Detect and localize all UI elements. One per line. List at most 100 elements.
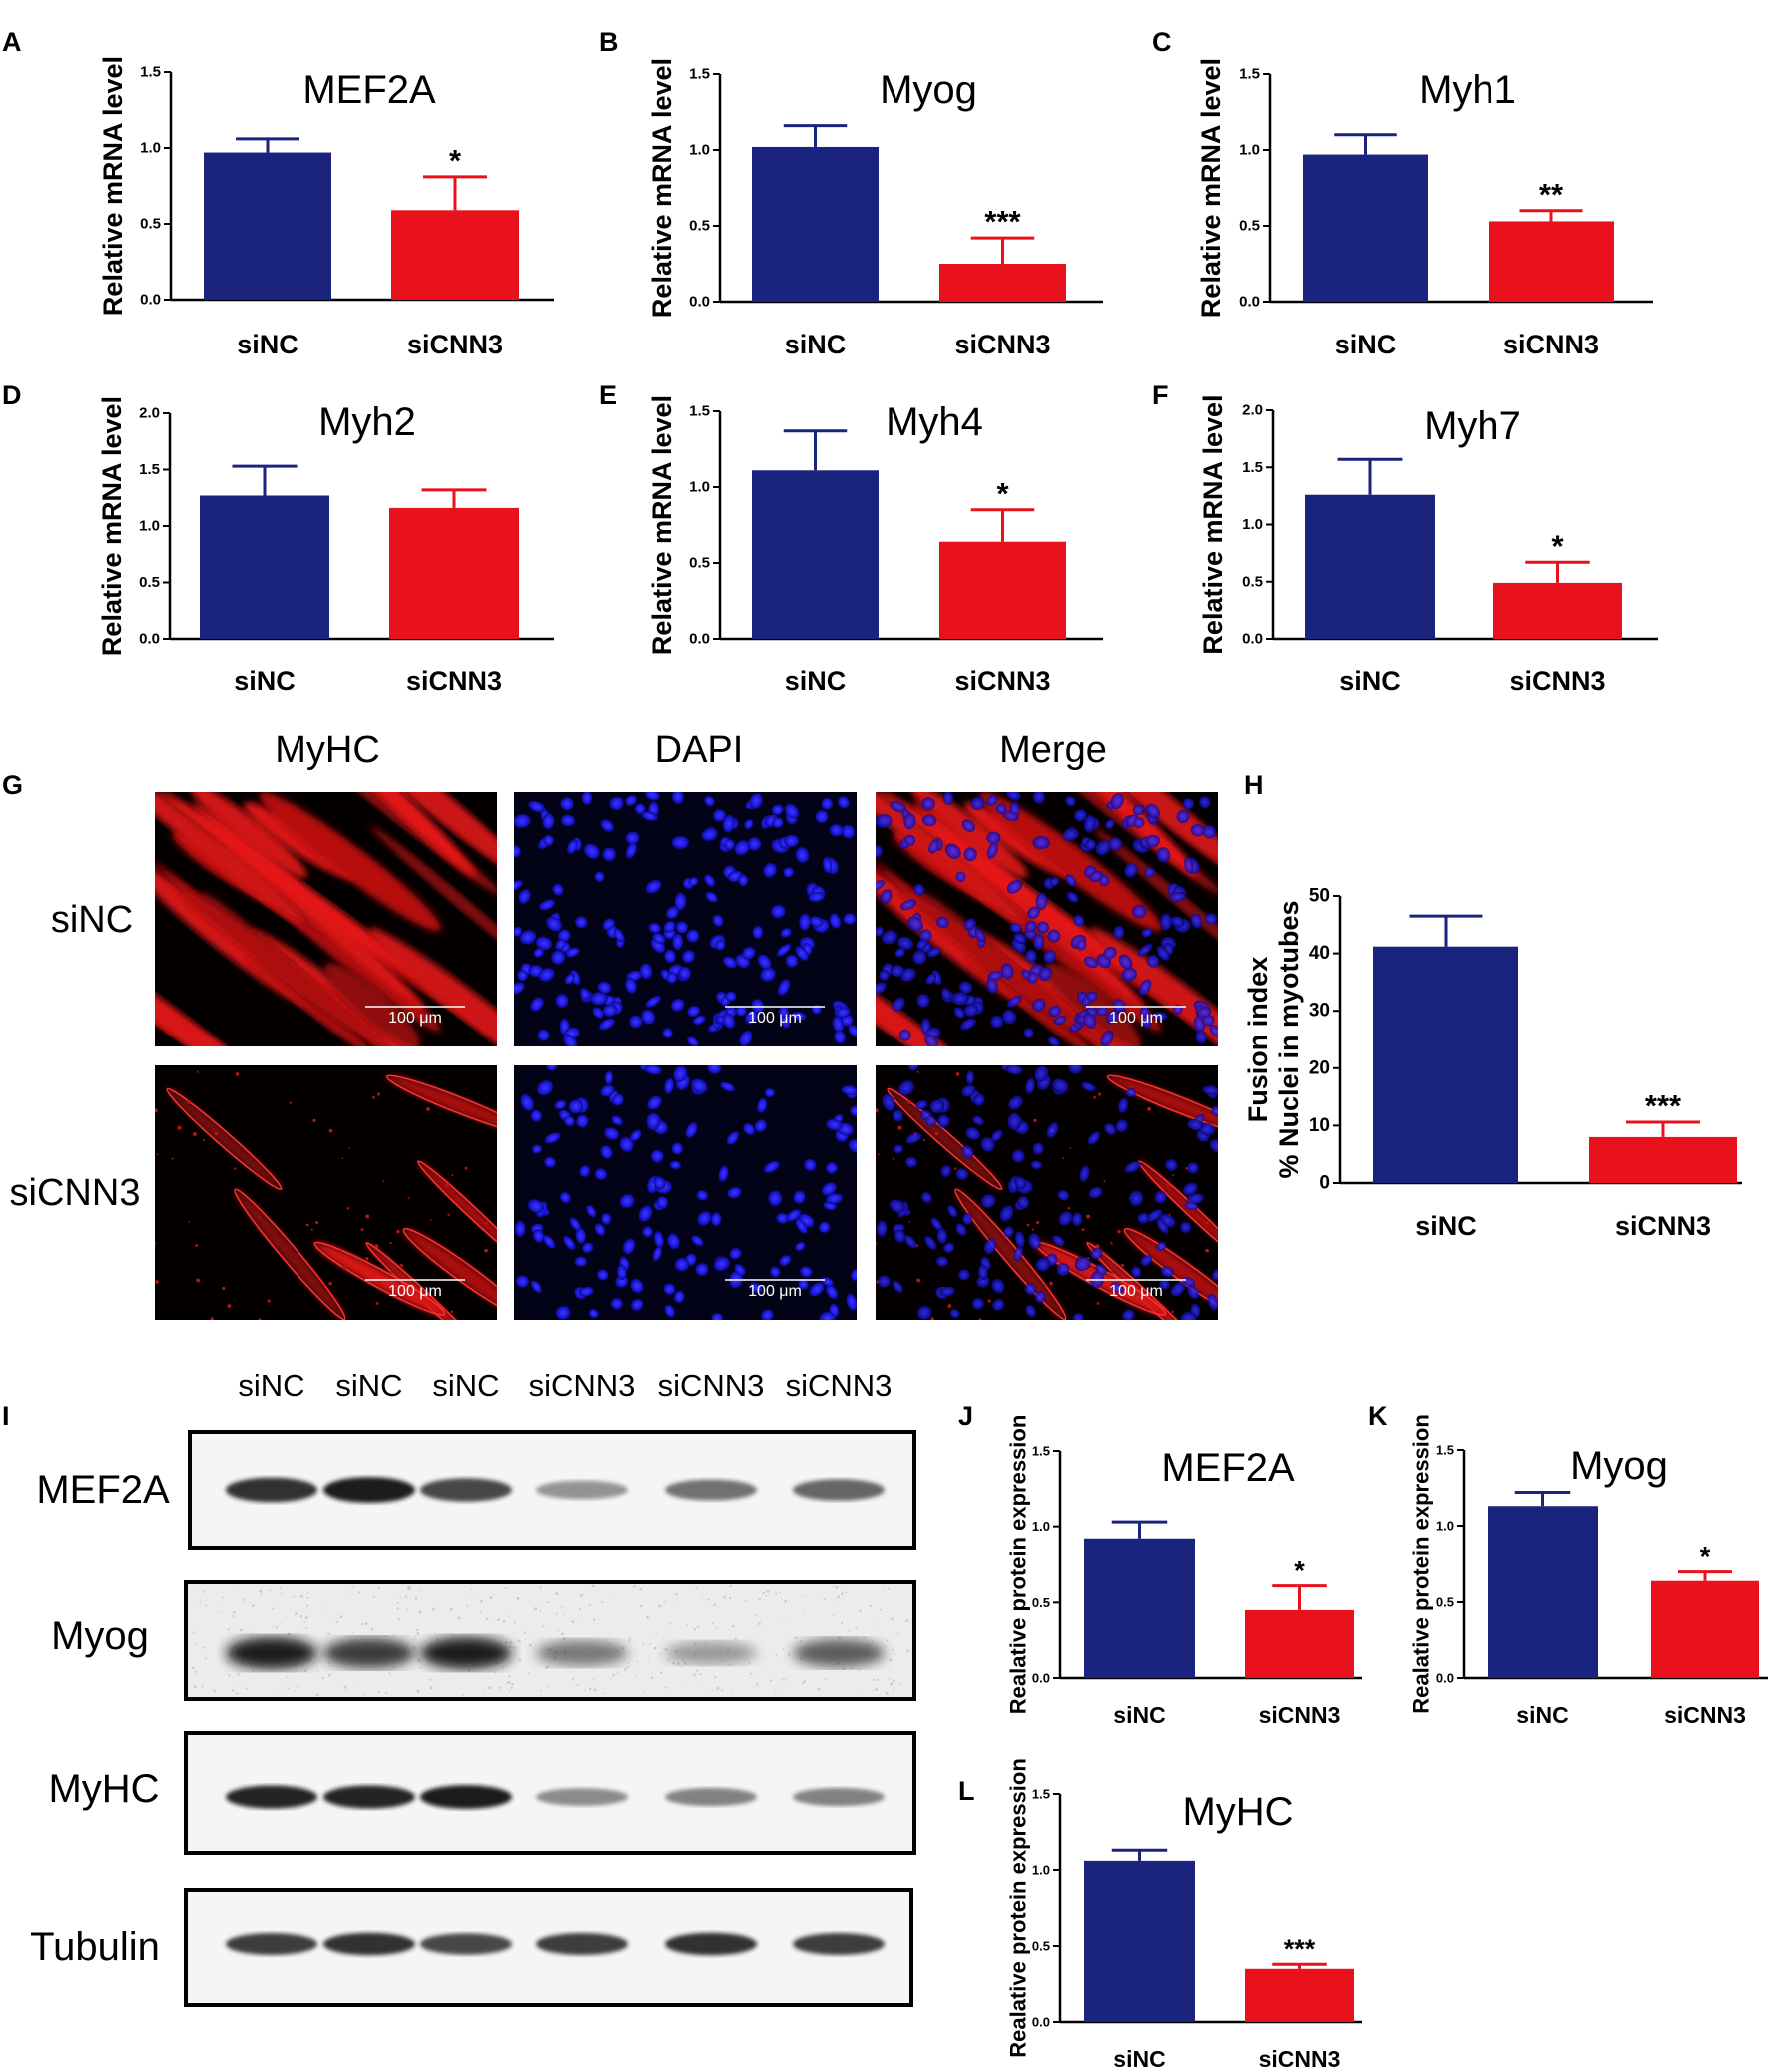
blot-noise (457, 1616, 461, 1620)
y-axis-label: Relative mRNA level (1196, 58, 1226, 318)
blot-noise (451, 1633, 454, 1636)
blot-noise (287, 1687, 290, 1690)
bar-sicnn3 (1493, 582, 1622, 639)
y-tick-label: 1.0 (1436, 1519, 1454, 1534)
x-category-label: siCNN3 (954, 666, 1050, 696)
blot-noise (787, 1653, 791, 1656)
blot-band (793, 1787, 885, 1807)
blot-noise (243, 1598, 246, 1601)
blot-noise (756, 1683, 759, 1685)
blot-noise (832, 1585, 834, 1588)
panel-letters: A B C D E F G H I J K L (2, 27, 1388, 1806)
blot-band (665, 1479, 757, 1501)
blot-band (323, 1638, 415, 1668)
blot-noise (195, 1670, 198, 1673)
blot-noise (693, 1673, 696, 1677)
blot-noise (639, 1587, 642, 1591)
blot-noise (898, 1682, 901, 1685)
blot-noise (419, 1666, 422, 1669)
blot-noise (838, 1636, 842, 1639)
blot-noise (890, 1682, 894, 1686)
blot-noise (858, 1689, 860, 1692)
blot-noise (841, 1592, 844, 1595)
blot-noise (243, 1601, 245, 1603)
bar-sicnn3 (939, 264, 1066, 302)
blot-noise (200, 1599, 202, 1601)
chart-H: 0 10 20 30 40 50 Fusion index% Nuclei in myotu… (1243, 886, 1742, 1241)
blot-noise (561, 1606, 564, 1608)
blot-noise (286, 1676, 289, 1678)
blot-band (536, 1640, 628, 1666)
blot-mef2a: MEF2A (36, 1430, 916, 1550)
blot-noise (196, 1673, 198, 1675)
blot-noise (555, 1612, 558, 1615)
nuclei-stain (514, 1065, 857, 1320)
blot-noise (612, 1673, 615, 1677)
blot-noise (484, 1689, 486, 1692)
blot-noise (872, 1690, 874, 1692)
blot-noise (222, 1596, 224, 1599)
blot-noise (436, 1637, 439, 1641)
chart-title: Myh4 (886, 400, 983, 444)
y-tick-label: 0.5 (1436, 1595, 1454, 1610)
y-tick-label: 0.0 (1242, 631, 1263, 648)
scale-bar-label: 100 μm (748, 1010, 802, 1027)
band-label: MyHC (48, 1767, 159, 1811)
blot-noise (193, 1631, 196, 1634)
blot-band (420, 1636, 512, 1670)
y-tick-label: 10 (1309, 1115, 1330, 1136)
lane-label: siCNN3 (529, 1368, 636, 1403)
blot-noise (306, 1597, 309, 1600)
blot-noise (842, 1667, 845, 1671)
blot-myog: Myog (51, 1580, 916, 1701)
y-axis-label: Relative mRNA level (647, 58, 677, 318)
blot-noise (616, 1671, 619, 1674)
micro-column-title: DAPI (655, 729, 744, 771)
blot-noise (607, 1633, 609, 1635)
blot-noise (723, 1595, 727, 1599)
blot-noise (571, 1620, 575, 1624)
blot-noise (377, 1587, 380, 1590)
x-category-label: siNC (1339, 666, 1401, 696)
blot-noise (720, 1689, 723, 1692)
lane-label: siCNN3 (786, 1368, 893, 1403)
blot-noise (765, 1594, 768, 1597)
myotube-stain (876, 1070, 1218, 1320)
blot-band (536, 1480, 628, 1500)
panel-letter-K: K (1368, 1401, 1388, 1431)
blot-noise (505, 1641, 508, 1644)
nuclei-stain (876, 1065, 1218, 1320)
bar-sicnn3 (1589, 1136, 1737, 1183)
blot-noise (303, 1669, 307, 1673)
y-tick-label: 1.0 (140, 140, 161, 157)
blot-noise (693, 1628, 697, 1631)
y-tick-label: 1.5 (1242, 459, 1263, 476)
blot-noise (734, 1637, 737, 1640)
y-tick-label: 1.0 (1239, 142, 1260, 159)
blot-noise (259, 1589, 263, 1593)
blot-noise (591, 1584, 595, 1588)
blot-noise (642, 1643, 644, 1646)
y-tick-label: 0.5 (139, 574, 160, 591)
blot-noise (524, 1638, 526, 1641)
blot-noise (636, 1660, 639, 1662)
blot-noise (513, 1621, 516, 1624)
blot-noise (351, 1586, 354, 1589)
x-category-label: siNC (785, 666, 847, 696)
panel-letter-J: J (958, 1401, 973, 1431)
y-tick-label: 0.0 (689, 294, 710, 311)
blot-noise (675, 1592, 678, 1596)
blot-noise (488, 1686, 492, 1690)
blot-noise (295, 1612, 298, 1616)
bar-sicnn3 (391, 210, 519, 300)
blot-noise (468, 1668, 471, 1672)
micro-column-title: Merge (999, 729, 1107, 771)
micrograph-sicnn3-myhc: 100 μm (155, 1065, 497, 1320)
blot-noise (201, 1685, 204, 1688)
blot-noise (610, 1678, 612, 1681)
blot-noise (774, 1692, 777, 1695)
blot-noise (508, 1615, 510, 1618)
blot-noise (896, 1633, 899, 1635)
